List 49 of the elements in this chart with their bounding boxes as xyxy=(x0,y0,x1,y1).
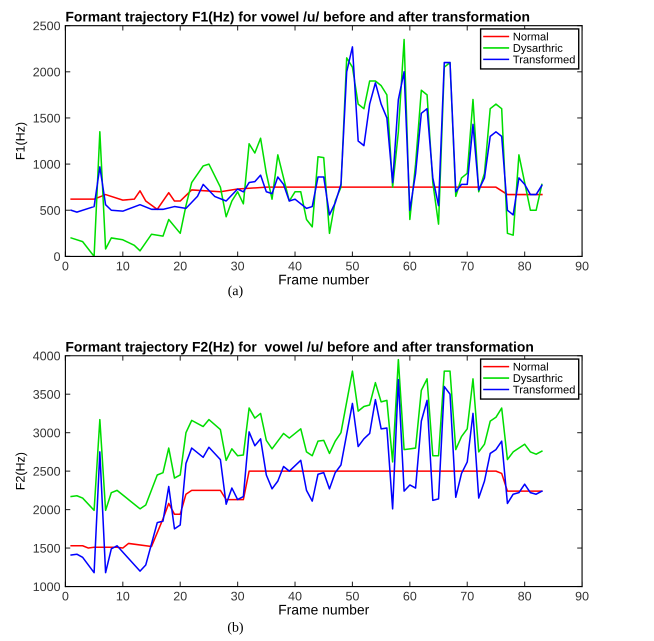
x-tick-label: 20 xyxy=(174,262,187,270)
line-series xyxy=(70,470,543,549)
x-tick-label: 10 xyxy=(116,262,130,270)
x-tick-label: 0 xyxy=(62,262,68,270)
x-tick-label: 50 xyxy=(346,262,359,270)
x-tick-label: 20 xyxy=(174,592,187,601)
chart-title: Formant trajectory F2(Hz) for vowel /u/ before and after transformation xyxy=(66,342,533,354)
x-tick-label: 70 xyxy=(460,262,474,270)
legend-label: Dysarthric xyxy=(514,44,563,54)
legend-label: Dysarthric xyxy=(514,374,563,384)
x-tick-label: 40 xyxy=(288,262,302,270)
y-tick-label: 0 xyxy=(54,252,60,262)
y-tick-label: 3000 xyxy=(33,428,60,438)
y-axis-title: F2(Hz) xyxy=(16,452,28,490)
x-tick-label: 90 xyxy=(576,262,589,270)
text: (a) xyxy=(228,285,243,298)
line-series xyxy=(70,186,543,210)
legend-label: Normal xyxy=(514,362,548,371)
x-tick-label: 0 xyxy=(62,592,68,601)
x-axis-title: Frame number xyxy=(279,604,370,615)
legend-label: Transformed xyxy=(513,385,575,394)
x-tick-label: 80 xyxy=(518,592,532,601)
legend-label: Normal xyxy=(514,32,548,40)
y-tick-label: 3500 xyxy=(33,390,60,399)
y-tick-label: 2500 xyxy=(33,466,60,476)
text: (b) xyxy=(228,622,243,635)
x-tick-label: 40 xyxy=(288,592,302,601)
y-tick-label: 1000 xyxy=(34,160,60,169)
y-tick-label: 4000 xyxy=(33,352,60,360)
y-axis-title: F1(Hz) xyxy=(16,122,28,160)
x-axis-title: Frame number xyxy=(279,274,370,285)
x-tick-label: 70 xyxy=(460,592,474,601)
y-tick-label: 1500 xyxy=(34,114,60,123)
y-tick-label: 500 xyxy=(40,206,60,215)
legend-label: Transformed xyxy=(513,55,575,64)
x-tick-label: 80 xyxy=(518,262,532,270)
y-tick-label: 2000 xyxy=(33,505,60,514)
y-tick-label: 2000 xyxy=(33,68,60,76)
x-tick-label: 90 xyxy=(576,592,589,601)
y-tick-label: 2500 xyxy=(33,21,60,30)
x-tick-label: 10 xyxy=(116,592,130,601)
x-tick-label: 30 xyxy=(231,262,244,270)
chart-title: Formant trajectory F1(Hz) for vowel /u/ before and after transformation xyxy=(66,11,530,24)
y-tick-label: 1000 xyxy=(34,582,60,592)
y-tick-label: 1500 xyxy=(34,544,60,553)
x-tick-label: 50 xyxy=(346,592,359,601)
x-tick-label: 60 xyxy=(404,592,416,601)
x-tick-label: 30 xyxy=(231,592,244,601)
x-tick-label: 60 xyxy=(404,262,416,270)
